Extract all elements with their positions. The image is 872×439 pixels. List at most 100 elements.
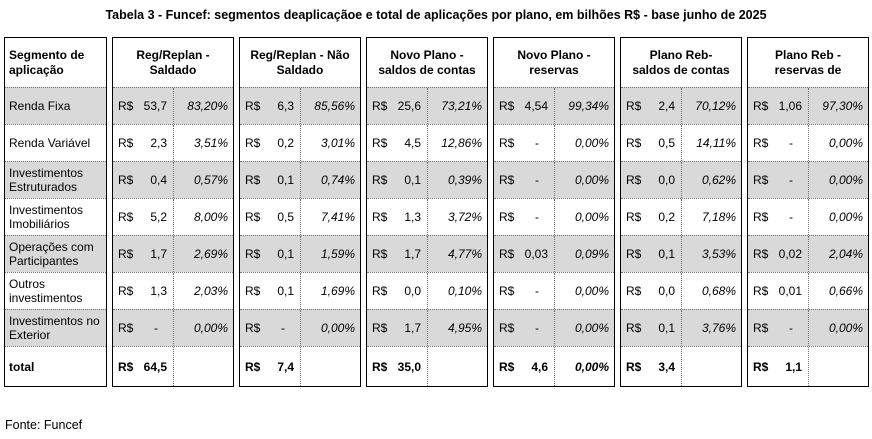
percent-cell: 2,69% (193, 247, 228, 261)
value-cell: R$ 1,7 (367, 236, 428, 272)
table-row: R$ 1,7 4,95% (367, 309, 487, 346)
value-cell: R$ - (748, 199, 809, 235)
value-text: 0,03 (524, 247, 548, 261)
percent-cell (428, 347, 487, 386)
value-cell: R$ 4,5 (367, 125, 428, 161)
value-cell: R$ - (748, 310, 809, 346)
currency-label: R$ (372, 99, 388, 113)
table-row: R$ 1,3 3,72% (367, 198, 487, 235)
currency-label: R$ (245, 173, 261, 187)
table-row: Renda Fixa (5, 87, 106, 124)
value-cell: R$ 53,7 (113, 88, 174, 124)
funcef-allocation-table: Segmento de aplicação Renda Fixa Renda Vari… (4, 37, 869, 387)
table-row: R$ - 0,00% (494, 161, 614, 198)
percent-cell (301, 347, 360, 386)
percent-cell: 12,86% (441, 136, 482, 150)
table-row: R$ - 0,00% (494, 272, 614, 309)
percent-cell: 3,72% (447, 210, 482, 224)
table-row: R$ 0,2 7,18% (621, 198, 741, 235)
percent-cell: 2,04% (828, 247, 863, 261)
source-note: Fonte: Funcef (5, 418, 83, 432)
currency-label: R$ (753, 99, 769, 113)
table-row: R$ 0,5 7,41% (240, 198, 360, 235)
value-text: - (535, 173, 539, 187)
plan-group-panel: Novo Plano - saldos de contas R$ 25,6 73,21%… (366, 37, 488, 387)
table-row: R$ 0,2 3,01% (240, 124, 360, 161)
value-text: 35,0 (397, 359, 421, 374)
segment-label: Renda Fixa (9, 99, 71, 113)
value-cell: R$ 1,3 (113, 273, 174, 309)
table-row: R$ - 0,00% (494, 309, 614, 346)
header-line: Segmento de (9, 47, 85, 62)
value-cell: R$ - (240, 310, 301, 346)
value-cell: R$ 0,1 (621, 236, 682, 272)
value-cell: R$ - (494, 125, 555, 161)
percent-cell: 0,57% (193, 173, 228, 187)
segment-label: Investimentos no Exterior (9, 314, 100, 342)
value-text: 53,7 (143, 99, 167, 113)
value-cell: R$ 4,6 (494, 347, 555, 386)
value-cell: R$ - (113, 310, 174, 346)
table-row: R$ - 0,00% (748, 309, 868, 346)
segment-label: Renda Variável (9, 136, 91, 150)
value-text: 0,2 (658, 210, 675, 224)
value-cell: R$ 25,6 (367, 88, 428, 124)
header-line: reservas de (774, 62, 842, 77)
segment-label: Operações com Participantes (9, 240, 94, 268)
table-row: R$ - 0,00% (748, 161, 868, 198)
percent-cell: 3,51% (193, 136, 228, 150)
value-cell: R$ 6,3 (240, 88, 301, 124)
value-text: - (789, 173, 793, 187)
percent-cell: 14,11% (696, 136, 736, 150)
column-group-header: Novo Plano - reservas (494, 38, 614, 87)
currency-label: R$ (118, 284, 134, 298)
value-cell: R$ - (494, 162, 555, 198)
header-line: reservas (529, 62, 579, 77)
table-row: R$ 0,1 1,69% (240, 272, 360, 309)
table-row: R$ 25,6 73,21% (367, 87, 487, 124)
segment-label: Outros investimentos (9, 277, 83, 305)
segment-column-panel: Segmento de aplicação Renda Fixa Renda Vari… (4, 37, 107, 387)
value-cell: R$ 0,2 (621, 199, 682, 235)
value-cell: R$ 2,3 (113, 125, 174, 161)
table-row: Renda Variável (5, 124, 106, 161)
value-cell: R$ 7,4 (240, 347, 301, 386)
table-row: R$ - 0,00% (113, 309, 233, 346)
value-text: 0,2 (277, 136, 294, 150)
header-line: saldos de contas (378, 62, 476, 77)
value-text: 0,0 (658, 284, 675, 298)
total-label: total (9, 359, 35, 374)
value-text: 64,5 (143, 359, 167, 374)
value-cell: R$ 0,0 (367, 273, 428, 309)
value-cell: R$ 35,0 (367, 347, 428, 386)
value-cell: R$ 5,2 (113, 199, 174, 235)
currency-label: R$ (626, 321, 642, 335)
percent-cell: 0,00% (574, 210, 609, 224)
percent-cell: 0,00% (828, 321, 863, 335)
value-cell: R$ 64,5 (113, 347, 174, 386)
currency-label: R$ (245, 247, 261, 261)
value-text: 1,06 (778, 99, 802, 113)
currency-label: R$ (372, 284, 388, 298)
percent-cell: 0,00% (574, 359, 609, 374)
value-cell: R$ - (748, 125, 809, 161)
percent-cell: 0,00% (574, 321, 609, 335)
value-text: - (281, 321, 285, 335)
percent-cell: 3,53% (701, 247, 736, 261)
currency-label: R$ (372, 136, 388, 150)
percent-cell (174, 347, 233, 386)
percent-cell: 7,18% (701, 210, 736, 224)
percent-cell: 0,62% (701, 173, 736, 187)
value-cell: R$ 0,01 (748, 273, 809, 309)
table-row: Investimentos no Exterior (5, 309, 106, 346)
table-row: R$ - 0,00% (494, 198, 614, 235)
table-row: R$ 2,3 3,51% (113, 124, 233, 161)
total-row: R$ 4,6 0,00% (494, 346, 614, 386)
plan-group-panel: Reg/Replan - Saldado R$ 53,7 83,20% R$ 2,3 3,51… (112, 37, 234, 387)
percent-cell: 3,76% (701, 321, 736, 335)
table-row: R$ - 0,00% (494, 124, 614, 161)
value-text: 0,1 (658, 247, 675, 261)
percent-cell: 99,34% (568, 99, 609, 113)
value-cell: R$ - (748, 162, 809, 198)
currency-label: R$ (118, 136, 134, 150)
